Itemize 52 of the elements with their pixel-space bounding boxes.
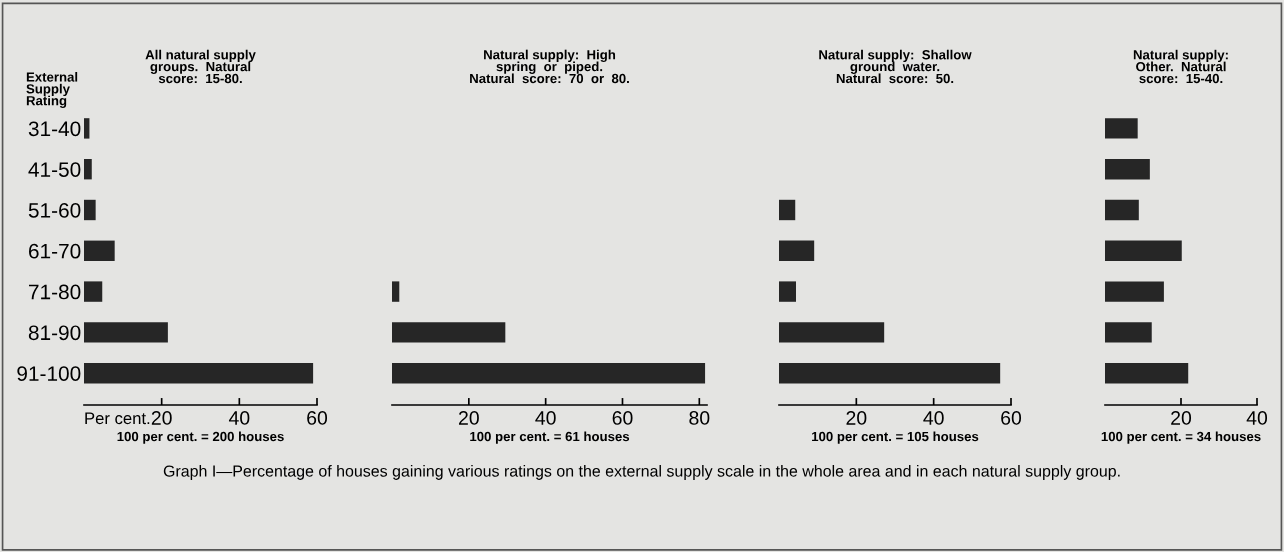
x-axis-title: 100 per cent. = 34 houses [1101, 431, 1261, 444]
bar [779, 199, 796, 221]
x-axis-title: 100 per cent. = 200 houses [117, 431, 284, 444]
bar [1105, 159, 1150, 180]
bar [84, 362, 314, 384]
y-tick-label: 51-60 [28, 202, 81, 218]
x-tick-label: 60 [307, 411, 328, 425]
chart-title: All natural supply groups. Natural score: 15-80. [145, 49, 256, 84]
bar [392, 322, 506, 343]
bar [1105, 322, 1152, 343]
y-tick-label: 31-40 [28, 121, 81, 137]
chart-title: Natural supply: High spring or piped. Natural score: 70 or 80. [470, 49, 629, 84]
bar [84, 281, 103, 302]
x-tick-label: 20 [151, 411, 172, 425]
bar [1105, 362, 1189, 384]
bar [779, 281, 797, 302]
bar [84, 199, 96, 221]
bar [1105, 118, 1138, 139]
bar [1105, 240, 1182, 261]
y-tick-label: 91-100 [17, 366, 81, 381]
chart-title: Natural supply: Other. Natural score: 15-40. [1133, 49, 1228, 84]
x-axis-title: 100 per cent. = 61 houses [470, 431, 630, 444]
bar [392, 362, 706, 384]
text: Graph I—Percentage of houses gaining various ratings on the external supply scale in the whole area and in each natural supply group. [163, 465, 1120, 480]
x-tick-label: 40 [535, 411, 556, 425]
x-tick-label: 40 [228, 411, 250, 425]
bar [779, 240, 815, 261]
bar [779, 322, 885, 343]
chart-title: Natural supply: Shallow ground water. Natural score: 50. [819, 49, 972, 84]
y-tick-label: 41-50 [28, 162, 81, 177]
x-tick-label: 20 [846, 411, 867, 425]
x-tick-label: 80 [689, 411, 710, 425]
bar [84, 240, 115, 261]
x-tick-label: 60 [1001, 411, 1022, 425]
y-axis-title: External Supply Rating [26, 72, 78, 108]
y-tick-label: 61-70 [29, 243, 81, 259]
x-tick-label: 20 [1171, 411, 1192, 425]
x-tick-label: 60 [612, 411, 633, 425]
bar [779, 362, 1001, 384]
x-tick-label: 40 [1246, 411, 1268, 425]
x-tick-label: 20 [458, 411, 479, 425]
bar [84, 118, 90, 139]
y-tick-label: 71-80 [29, 284, 81, 300]
x-axis-title: 100 per cent. = 105 houses [812, 431, 979, 444]
bar [392, 281, 400, 302]
bar [1105, 281, 1164, 302]
bar [84, 322, 168, 343]
bar [84, 159, 92, 180]
text: Per cent. [85, 412, 150, 425]
y-tick-label: 81-90 [28, 325, 81, 341]
x-tick-label: 40 [923, 411, 944, 425]
bar [1105, 199, 1139, 221]
